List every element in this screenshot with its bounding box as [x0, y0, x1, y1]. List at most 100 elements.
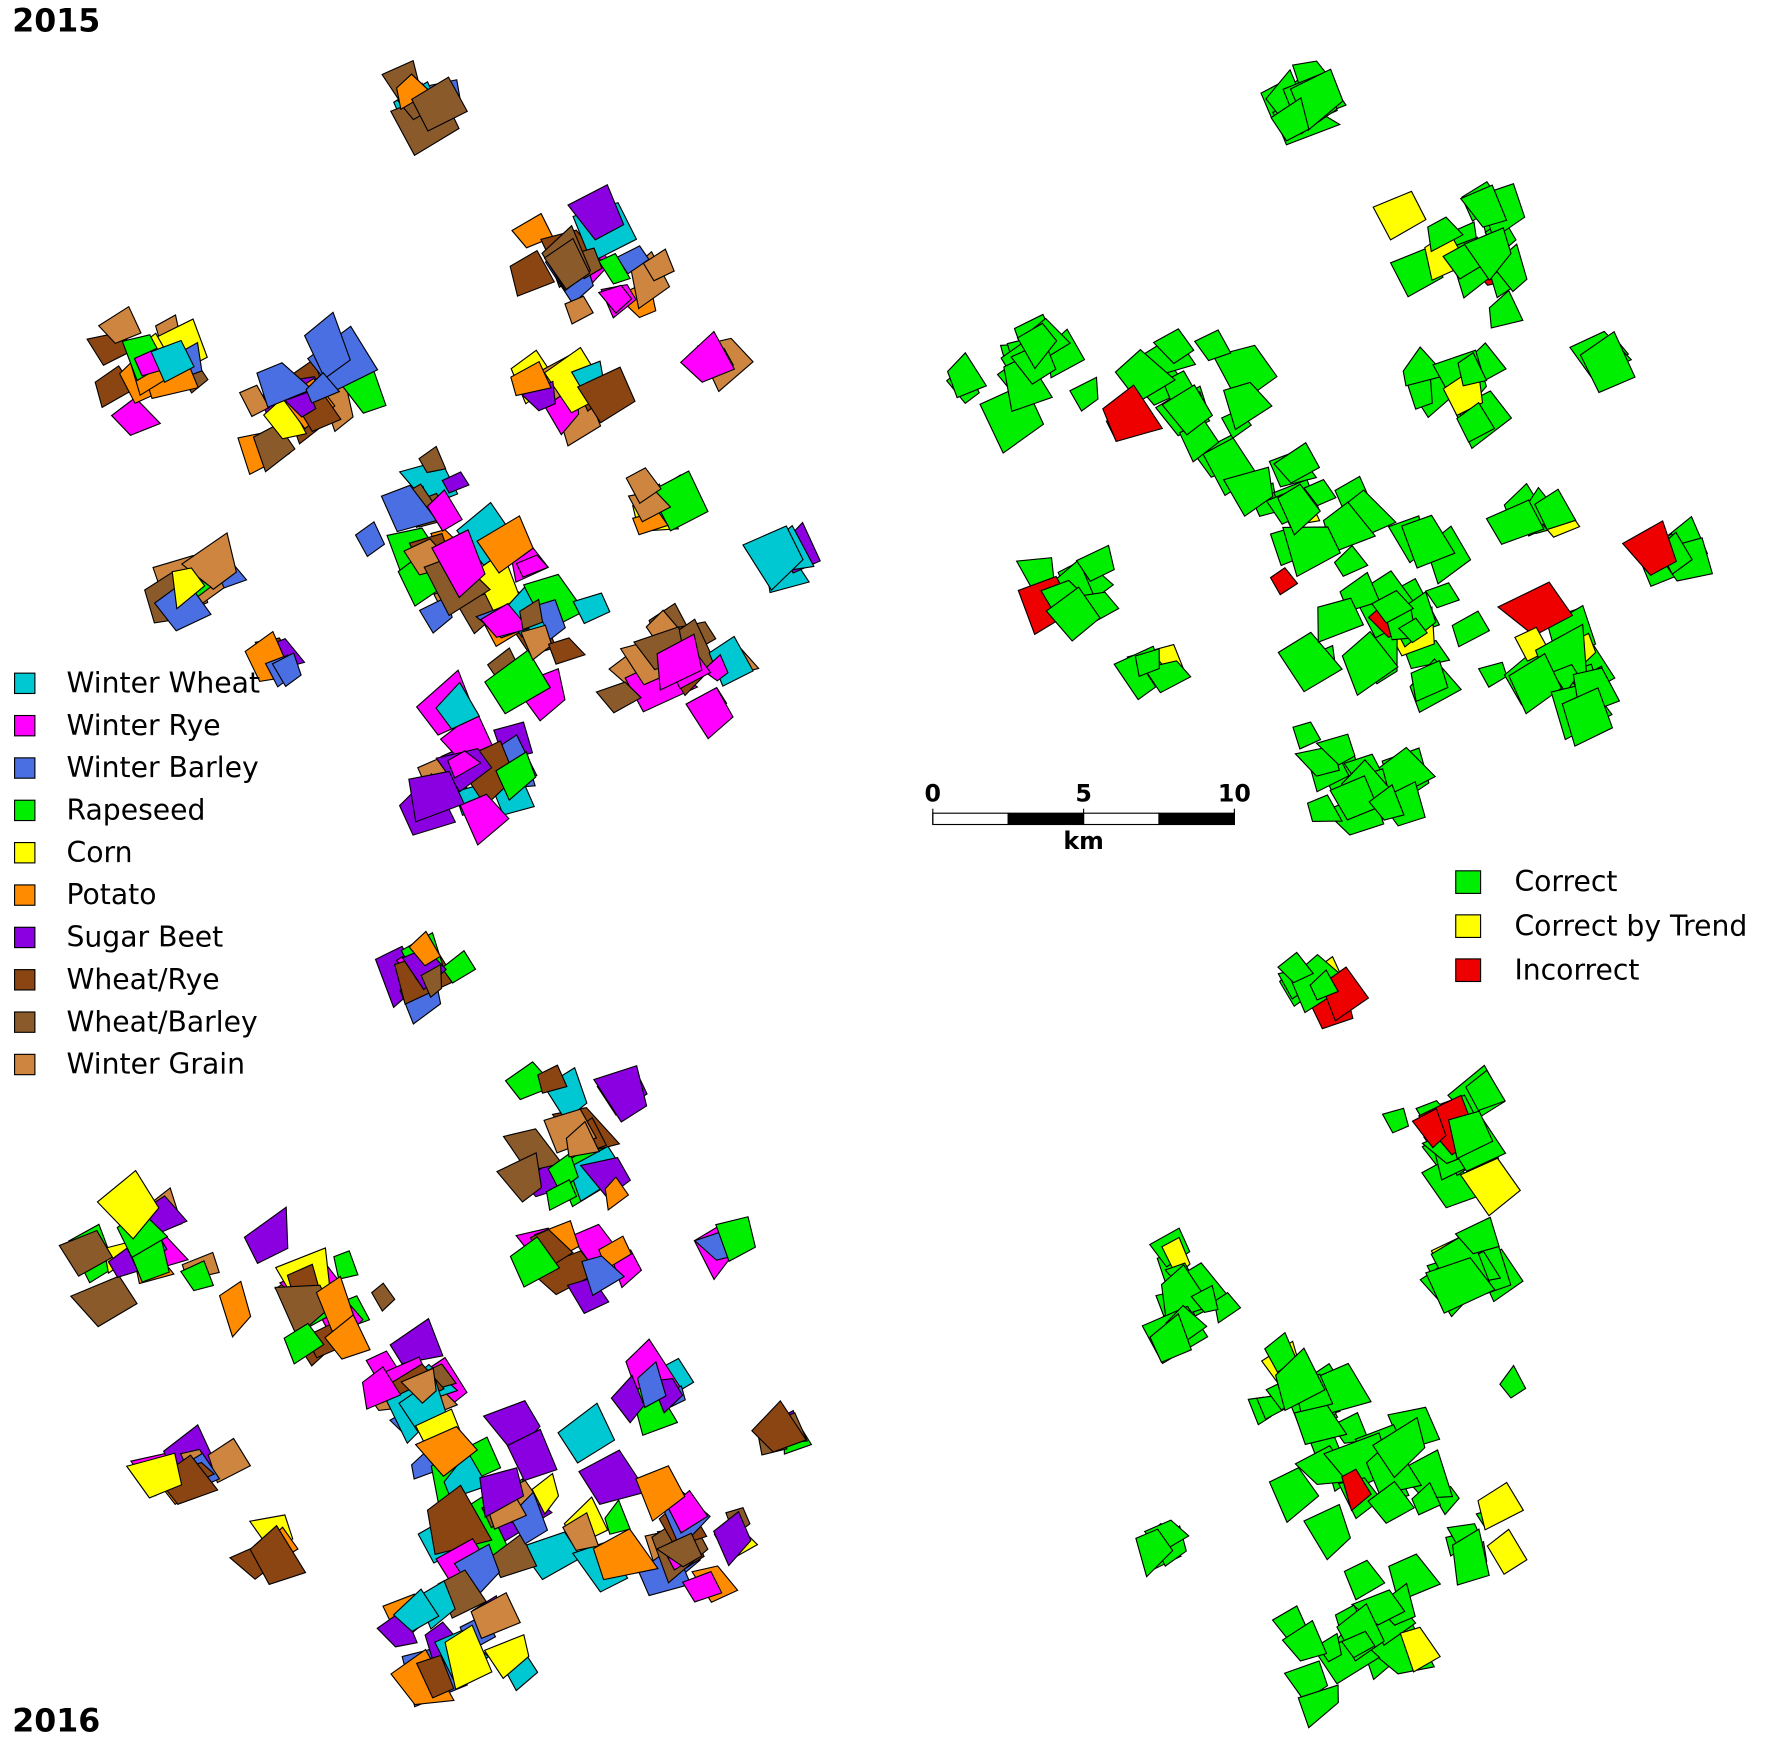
field	[389, 1317, 444, 1365]
legend-swatch	[1455, 914, 1482, 939]
field	[642, 248, 675, 282]
field	[69, 1275, 138, 1328]
field	[150, 339, 195, 383]
field	[1333, 544, 1369, 577]
field	[1069, 376, 1099, 412]
field	[415, 1654, 455, 1699]
field	[1102, 384, 1164, 443]
legend-label: Rapeseed	[67, 794, 206, 827]
field	[1368, 783, 1405, 821]
field	[207, 1437, 252, 1484]
legend-label: Sugar Beet	[67, 921, 224, 954]
field	[1045, 586, 1101, 642]
field	[1277, 631, 1343, 693]
year-label: 2016	[12, 1703, 100, 1739]
field	[1488, 289, 1524, 329]
field	[179, 1260, 215, 1292]
field	[567, 183, 625, 241]
field	[1400, 514, 1456, 569]
field	[354, 520, 386, 558]
field	[58, 1229, 114, 1277]
legend-label: Correct	[1514, 865, 1617, 898]
field	[564, 295, 594, 325]
field	[495, 751, 537, 802]
field	[1425, 1257, 1496, 1314]
field	[1410, 659, 1449, 703]
field	[370, 1282, 396, 1312]
field	[625, 467, 662, 505]
field	[1277, 951, 1315, 984]
field	[96, 1169, 160, 1240]
field	[578, 1449, 648, 1505]
field	[1372, 1416, 1426, 1479]
field	[408, 930, 442, 967]
field	[496, 1151, 543, 1203]
field	[271, 652, 302, 688]
field	[418, 445, 447, 474]
field	[543, 237, 591, 291]
legend-swatch	[14, 926, 36, 949]
field	[408, 770, 465, 823]
legend-label: Winter Grain	[67, 1048, 246, 1081]
field	[1306, 794, 1343, 823]
field	[396, 73, 432, 111]
legend-swatch	[14, 1011, 36, 1033]
field	[1457, 351, 1488, 387]
field	[531, 1472, 560, 1516]
field	[1411, 1107, 1447, 1149]
field	[679, 330, 736, 383]
field	[1135, 1528, 1174, 1578]
field	[1341, 630, 1399, 697]
field	[447, 750, 482, 779]
field	[1399, 1626, 1441, 1673]
field	[1370, 589, 1415, 624]
field	[545, 1179, 578, 1212]
field	[592, 1065, 648, 1123]
field	[1579, 330, 1636, 394]
legend-label: Wheat/Rye	[67, 963, 220, 996]
legend-label: Winter Rye	[67, 709, 221, 742]
field	[1463, 227, 1512, 282]
field	[1459, 1157, 1522, 1217]
field	[1508, 652, 1563, 715]
field	[333, 1250, 359, 1280]
field	[715, 1216, 757, 1263]
field	[655, 1532, 703, 1568]
field	[636, 1360, 667, 1409]
field	[592, 1528, 659, 1581]
field	[1621, 520, 1678, 576]
field	[1152, 328, 1195, 365]
field	[431, 529, 486, 599]
field	[1222, 381, 1273, 431]
field	[1340, 1630, 1376, 1659]
field	[1268, 1467, 1320, 1524]
field	[509, 249, 556, 297]
scale-label: 5	[1075, 780, 1092, 808]
field	[305, 371, 341, 404]
field	[1447, 1110, 1494, 1160]
field	[713, 1510, 752, 1567]
field	[238, 384, 270, 418]
field	[1561, 687, 1614, 747]
year-label: 2015	[12, 4, 100, 40]
legend-swatch	[14, 672, 36, 695]
field	[1315, 733, 1356, 766]
field	[1270, 97, 1310, 142]
field	[483, 1633, 530, 1680]
field	[283, 1322, 325, 1365]
field	[171, 567, 206, 610]
field	[256, 362, 314, 409]
field	[1193, 329, 1232, 362]
field	[1477, 1481, 1525, 1531]
field	[1297, 1684, 1339, 1729]
field	[565, 1120, 601, 1158]
field	[1534, 488, 1577, 531]
field	[581, 1255, 626, 1297]
field	[410, 76, 469, 132]
field	[1424, 582, 1461, 609]
field	[1309, 969, 1339, 1001]
field	[180, 531, 238, 590]
field	[1367, 1480, 1416, 1525]
field	[519, 598, 544, 631]
